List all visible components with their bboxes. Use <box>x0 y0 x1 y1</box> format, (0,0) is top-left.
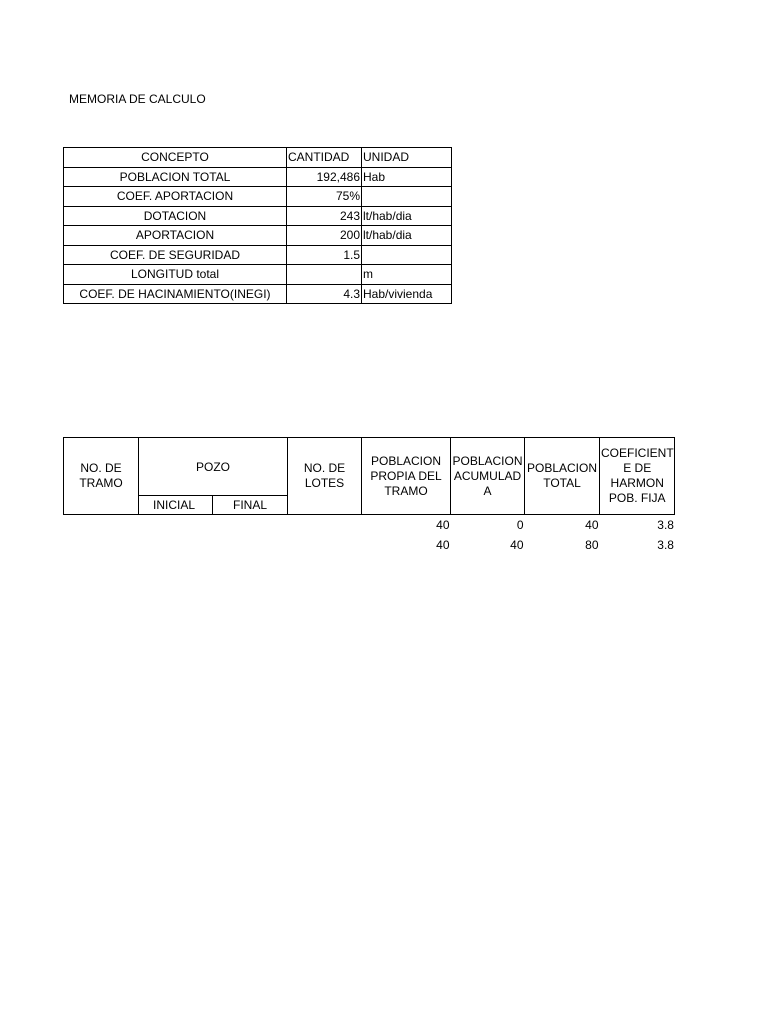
pob-propia-cell: 40 <box>436 518 450 532</box>
header-final: FINAL <box>212 495 288 515</box>
cantidad-cell: 200 <box>286 225 362 246</box>
table-row: COEF. DE HACINAMIENTO(INEGI) 4.3 Hab/vivie… <box>63 283 452 304</box>
unidad-cell: m <box>361 264 452 285</box>
table-row: POBLACION TOTAL 192,486 Hab <box>63 166 452 187</box>
concepto-cell: APORTACION <box>63 225 287 246</box>
concepto-cell: DOTACION <box>63 205 287 226</box>
unidad-cell: lt/hab/dia <box>361 225 452 246</box>
header-pob-propia: POBLACION PROPIA DEL TRAMO <box>361 437 451 515</box>
table-row: LONGITUD total m <box>63 264 452 285</box>
header-pozo: POZO <box>138 437 288 496</box>
concepto-cell: COEF. APORTACION <box>63 186 287 207</box>
unidad-cell: Hab/vivienda <box>361 283 452 304</box>
table-header-row: CONCEPTO CANTIDAD UNIDAD <box>63 147 452 168</box>
header-pob-acum: POBLACION ACUMULAD A <box>450 437 525 515</box>
header-cantidad: CANTIDAD <box>286 147 362 168</box>
concepto-cell: POBLACION TOTAL <box>63 166 287 187</box>
header-unidad: UNIDAD <box>361 147 452 168</box>
concepto-cell: COEF. DE SEGURIDAD <box>63 244 287 265</box>
cantidad-cell: 243 <box>286 205 362 226</box>
table-row: APORTACION 200 lt/hab/dia <box>63 225 452 246</box>
pob-acum-cell: 40 <box>510 538 524 552</box>
pob-total-cell: 40 <box>585 518 599 532</box>
unidad-cell: Hab <box>361 166 452 187</box>
header-pob-total: POBLACION TOTAL <box>524 437 600 515</box>
table-row: COEF. APORTACION 75% <box>63 186 452 207</box>
table-header-row: NO. DE TRAMO POZO NO. DE LOTES POBLACION… <box>63 437 676 515</box>
header-tramo: NO. DE TRAMO <box>63 437 139 515</box>
summary-table: CONCEPTO CANTIDAD UNIDAD POBLACION TOTAL… <box>63 147 452 304</box>
concepto-cell: LONGITUD total <box>63 264 287 285</box>
calc-table: NO. DE TRAMO POZO NO. DE LOTES POBLACION… <box>63 437 676 555</box>
table-subheader-row: INICIAL FINAL <box>64 495 675 515</box>
coef-harmon-cell: 3.8 <box>657 518 674 532</box>
cantidad-cell: 4.3 <box>286 283 362 304</box>
pob-acum-cell: 0 <box>516 518 524 532</box>
cantidad-cell <box>286 264 362 285</box>
header-lotes: NO. DE LOTES <box>287 437 362 515</box>
table-row: COEF. DE SEGURIDAD 1.5 <box>63 244 452 265</box>
header-concepto: CONCEPTO <box>63 147 287 168</box>
unidad-cell: lt/hab/dia <box>361 205 452 226</box>
table-row: DOTACION 243 lt/hab/dia <box>63 205 452 226</box>
concepto-cell: COEF. DE HACINAMIENTO(INEGI) <box>63 283 287 304</box>
unidad-cell <box>361 186 452 207</box>
pob-propia-cell: 40 <box>436 538 450 552</box>
cantidad-cell: 1.5 <box>286 244 362 265</box>
coef-harmon-cell: 3.8 <box>657 538 674 552</box>
unidad-cell <box>361 244 452 265</box>
pob-total-cell: 80 <box>585 538 599 552</box>
cantidad-cell: 75% <box>286 186 362 207</box>
cantidad-cell: 192,486 <box>286 166 362 187</box>
page-title: MEMORIA DE CALCULO <box>69 92 206 106</box>
table-row: 40 0 40 3.8 <box>64 515 675 536</box>
header-inicial: INICIAL <box>138 495 213 515</box>
table-row: 40 40 80 3.8 <box>64 535 675 555</box>
header-coef-harmon: COEFICIENT E DE HARMON POB. FIJA <box>598 437 676 515</box>
